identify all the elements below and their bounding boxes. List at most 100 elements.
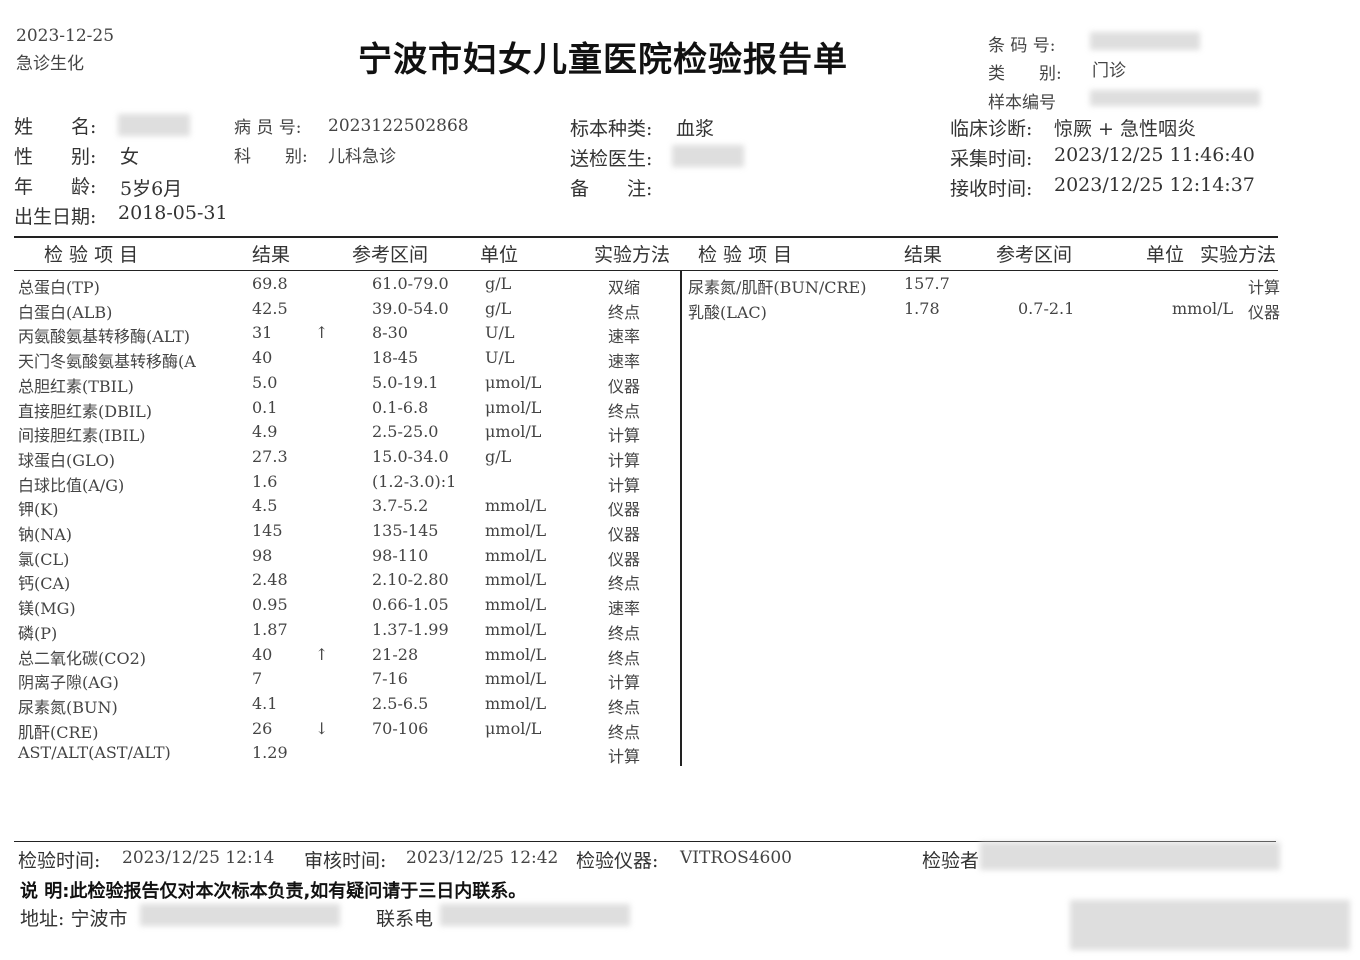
cell-ref: 98-110 (372, 545, 429, 565)
cell-result: 69.8 (252, 274, 288, 293)
cell-item: 镁(MG) (18, 599, 76, 619)
cell-item: 天门冬氨酸氨基转移酶(A (18, 352, 196, 372)
cell-ref: 18-45 (372, 348, 419, 368)
address-redacted (140, 904, 340, 926)
cell-unit: μmol/L (485, 422, 542, 442)
cell-unit: mmol/L (485, 521, 547, 540)
cell-unit: mmol/L (485, 693, 547, 713)
page-title: 宁波市妇女儿童医院检验报告单 (358, 40, 848, 80)
cell-item: 总胆红素(TBIL) (18, 376, 134, 396)
receive-time: 2023/12/25 12:14:37 (1054, 174, 1255, 196)
cell-item: 尿素氮/肌酐(BUN/CRE) (688, 278, 867, 297)
cell-method: 计算 (608, 673, 641, 693)
cell-item: 肌酐(CRE) (18, 722, 99, 742)
header-result: 结果 (252, 244, 291, 266)
cell-result: 1.87 (252, 619, 288, 639)
cell-ref: 0.1-6.8 (372, 397, 429, 417)
cell-method: 终点 (608, 623, 641, 643)
cell-unit: mmol/L (485, 644, 547, 664)
cell-method: 速率 (608, 352, 641, 372)
dept: 儿科急诊 (328, 147, 396, 167)
dob-label: 出生日期: (14, 206, 97, 228)
age-label: 年 龄: (14, 176, 97, 198)
tester-signature-redacted (980, 842, 1280, 870)
header-ref: 参考区间 (352, 244, 429, 266)
cell-result: 1.6 (252, 471, 278, 491)
cell-ref: 2.5-6.5 (372, 693, 429, 713)
diagnosis-label: 临床诊断: (950, 118, 1033, 140)
cell-method: 计算 (608, 426, 641, 446)
cell-result: 26 (252, 718, 273, 738)
tester-label: 检验者 (922, 850, 980, 872)
phone-label: 联系电 (376, 908, 434, 930)
cell-result: 0.1 (252, 397, 278, 417)
cell-ref: (1.2-3.0):1 (372, 471, 457, 491)
cell-method: 终点 (608, 574, 641, 594)
dob: 2018-05-31 (118, 202, 228, 224)
dept-label: 科 别: (234, 147, 308, 167)
cell-item: 钾(K) (18, 500, 59, 520)
gender: 女 (120, 146, 140, 168)
footer-rule (14, 841, 1276, 842)
cell-result: 2.48 (252, 570, 288, 590)
cell-result: 42.5 (252, 298, 288, 318)
cell-unit: mmol/L (485, 595, 547, 615)
cell-flag: ↑ (315, 323, 329, 343)
cell-item: 磷(P) (18, 623, 58, 643)
cell-item: 球蛋白(GLO) (18, 450, 116, 470)
cell-unit: mmol/L (485, 669, 547, 689)
sample-no-redacted (1090, 90, 1260, 106)
cell-ref: 3.7-5.2 (372, 496, 429, 516)
barcode-label: 条 码 号: (988, 36, 1056, 56)
cell-item: 氯(CL) (18, 549, 70, 569)
cell-unit: μmol/L (485, 372, 542, 392)
table-column-divider (680, 271, 682, 766)
header-method: 实验方法 (594, 244, 671, 266)
age: 5岁6月 (120, 178, 183, 200)
review-time-label: 审核时间: (304, 850, 387, 872)
name-redacted (118, 114, 190, 136)
watermark-redacted (1070, 900, 1350, 950)
cell-ref: 61.0-79.0 (372, 274, 449, 293)
cell-method: 计算 (608, 475, 641, 495)
report-note: 说 明:此检验报告仅对本次标本负责,如有疑问请于三日内联系。 (20, 881, 527, 902)
cell-method: 双缩 (608, 278, 641, 297)
cell-method: 终点 (608, 302, 641, 322)
cell-unit: mmol/L (485, 570, 547, 590)
report-date: 2023-12-25 (16, 26, 115, 46)
header-method-right: 实验方法 (1200, 244, 1277, 266)
cell-item: 钠(NA) (18, 525, 73, 544)
cell-unit: U/L (485, 348, 515, 368)
cell-result: 40 (252, 348, 273, 368)
cell-ref: 8-30 (372, 323, 408, 343)
diagnosis: 惊厥 + 急性咽炎 (1054, 118, 1196, 140)
cell-result: 157.7 (904, 274, 950, 293)
cell-item: 白球比值(A/G) (18, 475, 125, 495)
cell-method: 计算 (608, 450, 641, 470)
review-time: 2023/12/25 12:42 (406, 848, 559, 868)
doctor-redacted (672, 145, 744, 167)
cell-ref: 39.0-54.0 (372, 298, 449, 318)
cell-result: 145 (252, 521, 283, 540)
report-category: 急诊生化 (16, 54, 84, 74)
cell-unit: U/L (485, 323, 515, 343)
sample-no-label: 样本编号 (988, 93, 1056, 113)
cell-ref: 0.66-1.05 (372, 595, 449, 615)
instrument: VITROS4600 (680, 848, 792, 868)
cell-ref: 1.37-1.99 (372, 619, 449, 639)
cell-method: 计算 (1248, 278, 1281, 297)
collect-time: 2023/12/25 11:46:40 (1054, 144, 1255, 166)
doctor-label: 送检医生: (570, 148, 653, 170)
cell-ref: 5.0-19.1 (372, 372, 439, 392)
cell-result: 4.5 (252, 496, 278, 516)
cell-result: 7 (252, 669, 263, 689)
cell-item: 白蛋白(ALB) (18, 302, 113, 322)
cell-method: 终点 (608, 722, 641, 742)
address-label: 地址: 宁波市 (20, 908, 128, 930)
receive-time-label: 接收时间: (950, 178, 1033, 200)
cell-item: 阴离子隙(AG) (18, 673, 119, 693)
cell-ref: 70-106 (372, 718, 429, 738)
cell-unit: mmol/L (485, 619, 547, 639)
cell-flag: ↓ (315, 718, 329, 738)
